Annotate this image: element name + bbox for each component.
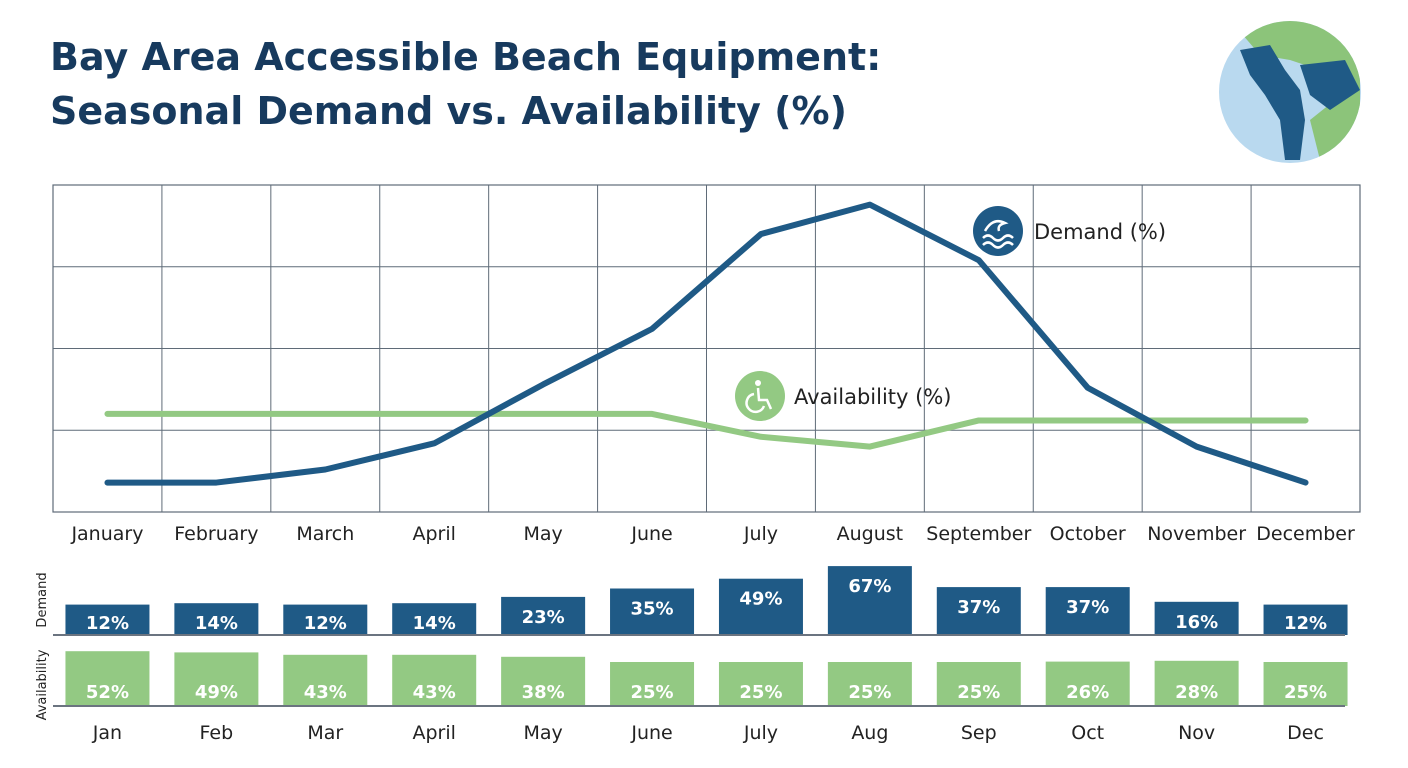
- legend-label: Demand (%): [1034, 220, 1166, 244]
- bar-availability: [283, 654, 368, 706]
- bar-category-label: June: [630, 722, 672, 744]
- title-line-1: Bay Area Accessible Beach Equipment:: [50, 35, 882, 79]
- series-line-availability: [104, 410, 1309, 450]
- bar-label-availability: 43%: [304, 682, 347, 703]
- bar-category-label: Oct: [1071, 722, 1104, 744]
- bar-demand: [501, 596, 586, 635]
- bar-demand: [392, 603, 477, 635]
- x-tick-label: March: [296, 523, 354, 545]
- bar-label-demand: 37%: [957, 597, 1000, 618]
- bar-demand: [174, 603, 259, 635]
- bar-label-availability: 38%: [522, 682, 565, 703]
- bar-demand: [610, 588, 695, 635]
- bar-label-availability: 26%: [1066, 682, 1109, 703]
- bar-label-availability: 25%: [848, 682, 891, 703]
- bar-label-availability: 43%: [413, 682, 456, 703]
- bar-category-label: July: [743, 722, 778, 744]
- series-line-demand: [104, 201, 1309, 486]
- bar-label-demand: 23%: [522, 607, 565, 628]
- bar-label-demand: 12%: [86, 613, 129, 634]
- legend-demand: Demand (%): [973, 206, 1166, 256]
- bay-area-globe-map-icon: [1219, 21, 1361, 163]
- bar-category-label: Dec: [1287, 722, 1324, 744]
- bar-availability: [936, 662, 1021, 706]
- bar-label-demand: 14%: [413, 613, 456, 634]
- bar-label-demand: 37%: [1066, 597, 1109, 618]
- bar-availability: [827, 662, 912, 706]
- bar-availability: [1154, 660, 1239, 706]
- bar-label-availability: 25%: [957, 682, 1000, 703]
- bar-demand: [718, 578, 803, 635]
- legend-label: Availability (%): [794, 385, 951, 409]
- bar-demand: [1045, 587, 1130, 635]
- bar-label-availability: 25%: [739, 682, 782, 703]
- x-tick-label: April: [412, 523, 455, 545]
- bar-availability: [1263, 662, 1348, 706]
- bar-demand: [283, 604, 368, 635]
- x-tick-label: September: [926, 523, 1031, 545]
- bar-label-availability: 52%: [86, 682, 129, 703]
- bar-availability: [65, 651, 150, 706]
- bar-category-label: Feb: [200, 722, 234, 744]
- bar-availability: [610, 662, 695, 706]
- x-tick-label: November: [1147, 523, 1246, 545]
- bar-availability: [392, 654, 477, 706]
- x-tick-label: June: [630, 523, 672, 545]
- title-line-2: Seasonal Demand vs. Availability (%): [50, 89, 847, 133]
- bar-label-demand: 35%: [630, 599, 673, 620]
- x-tick-label: October: [1050, 523, 1126, 545]
- bar-category-label: April: [412, 722, 455, 744]
- x-tick-label: May: [523, 523, 562, 545]
- bar-availability: [718, 662, 803, 706]
- bar-label-availability: 25%: [630, 682, 673, 703]
- wheelchair-icon: [735, 371, 785, 421]
- bar-label-availability: 49%: [195, 682, 238, 703]
- bar-category-label: Nov: [1178, 722, 1215, 744]
- bar-label-demand: 14%: [195, 613, 238, 634]
- bar-label-demand: 67%: [848, 576, 891, 597]
- bar-demand: [1154, 601, 1239, 635]
- bar-category-label: Jan: [92, 722, 122, 744]
- x-tick-label: December: [1256, 523, 1355, 545]
- bar-category-label: Mar: [307, 722, 343, 744]
- bar-demand: [936, 587, 1021, 635]
- legend-availability: Availability (%): [735, 371, 951, 421]
- bar-label-availability: 28%: [1175, 682, 1218, 703]
- row-label-demand: Demand: [35, 572, 50, 627]
- bar-demand: [65, 604, 150, 635]
- x-tick-label: August: [837, 523, 904, 545]
- bar-demand: [1263, 604, 1348, 635]
- bar-category-label: Sep: [961, 722, 997, 744]
- chart-title: Bay Area Accessible Beach Equipment: Seas…: [50, 30, 881, 138]
- bar-label-availability: 25%: [1284, 682, 1327, 703]
- bar-availability: [1045, 661, 1130, 706]
- x-tick-label: January: [70, 523, 143, 545]
- x-tick-label: February: [174, 523, 258, 545]
- bar-demand: [827, 566, 912, 635]
- x-tick-label: July: [743, 523, 778, 545]
- bar-category-label: May: [523, 722, 562, 744]
- row-label-availability: Availability: [35, 649, 50, 720]
- bar-label-demand: 12%: [1284, 613, 1327, 634]
- bar-availability: [501, 656, 586, 706]
- bar-label-demand: 49%: [739, 589, 782, 610]
- bar-availability: [174, 652, 259, 706]
- bar-category-label: Aug: [851, 722, 888, 744]
- bar-label-demand: 12%: [304, 613, 347, 634]
- bar-label-demand: 16%: [1175, 612, 1218, 633]
